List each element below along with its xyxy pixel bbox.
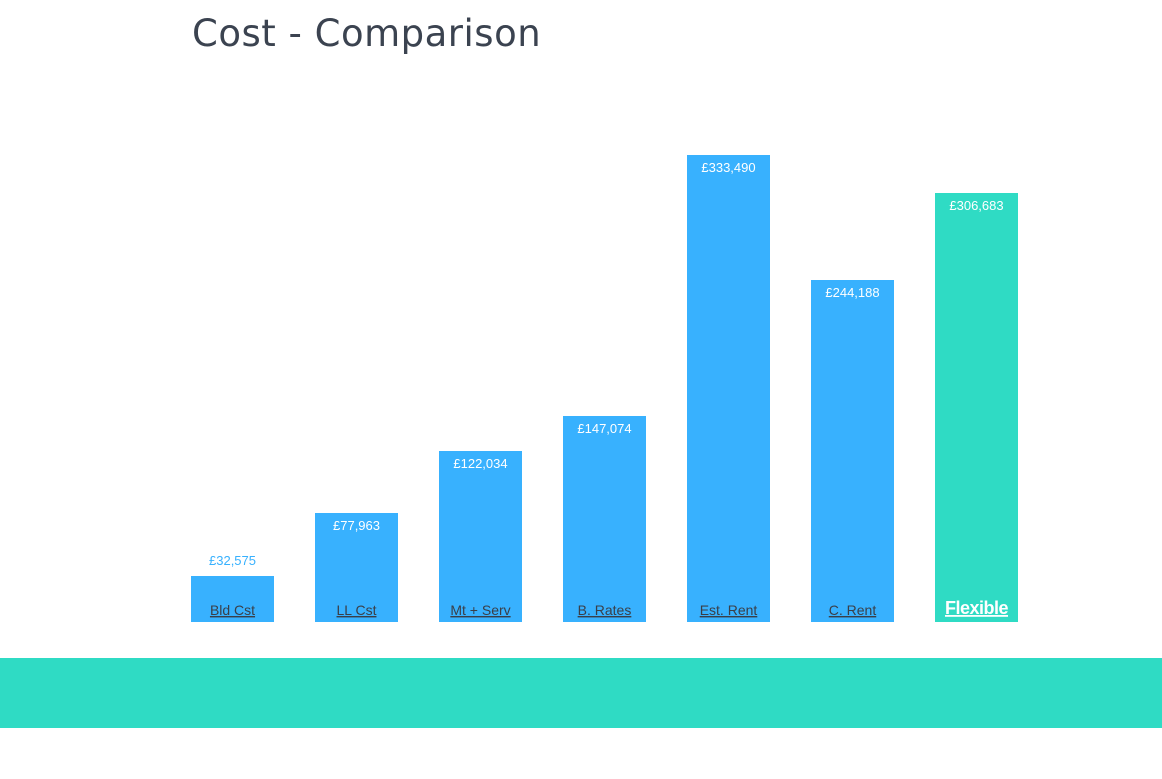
bars-group: £32,575 Bld Cst £77,963 LL Cst £122,034 Mt + … [191, 155, 1018, 622]
bar-b-rates [563, 416, 646, 622]
category-label-mt-serv: Mt + Serv [450, 602, 510, 618]
value-label-b-rates: £147,074 [577, 421, 631, 436]
bar-flexible [935, 193, 1018, 622]
value-label-c-rent: £244,188 [825, 285, 879, 300]
page-title: Cost - Comparison [192, 12, 542, 55]
bar-c-rent [811, 280, 894, 622]
value-label-flexible: £306,683 [949, 198, 1003, 213]
value-label-ll-cst: £77,963 [333, 518, 380, 533]
value-label-bld-cst: £32,575 [209, 553, 256, 568]
bar-bld-cst [191, 576, 274, 622]
footer-band [0, 658, 1162, 728]
bar-ll-cst [315, 513, 398, 622]
category-label-est-rent: Est. Rent [700, 602, 758, 618]
category-label-ll-cst: LL Cst [337, 602, 377, 618]
value-label-est-rent: £333,490 [701, 160, 755, 175]
bar-est-rent [687, 155, 770, 622]
bar-mt-serv [439, 451, 522, 622]
category-label-c-rent: C. Rent [829, 602, 877, 618]
value-label-mt-serv: £122,034 [453, 456, 507, 471]
category-label-flexible: Flexible [945, 598, 1009, 618]
category-label-bld-cst: Bld Cst [210, 602, 255, 618]
category-label-b-rates: B. Rates [578, 602, 632, 618]
cost-comparison-bar-chart: £32,575 Bld Cst £77,963 LL Cst £122,034 Mt + … [191, 155, 1018, 622]
